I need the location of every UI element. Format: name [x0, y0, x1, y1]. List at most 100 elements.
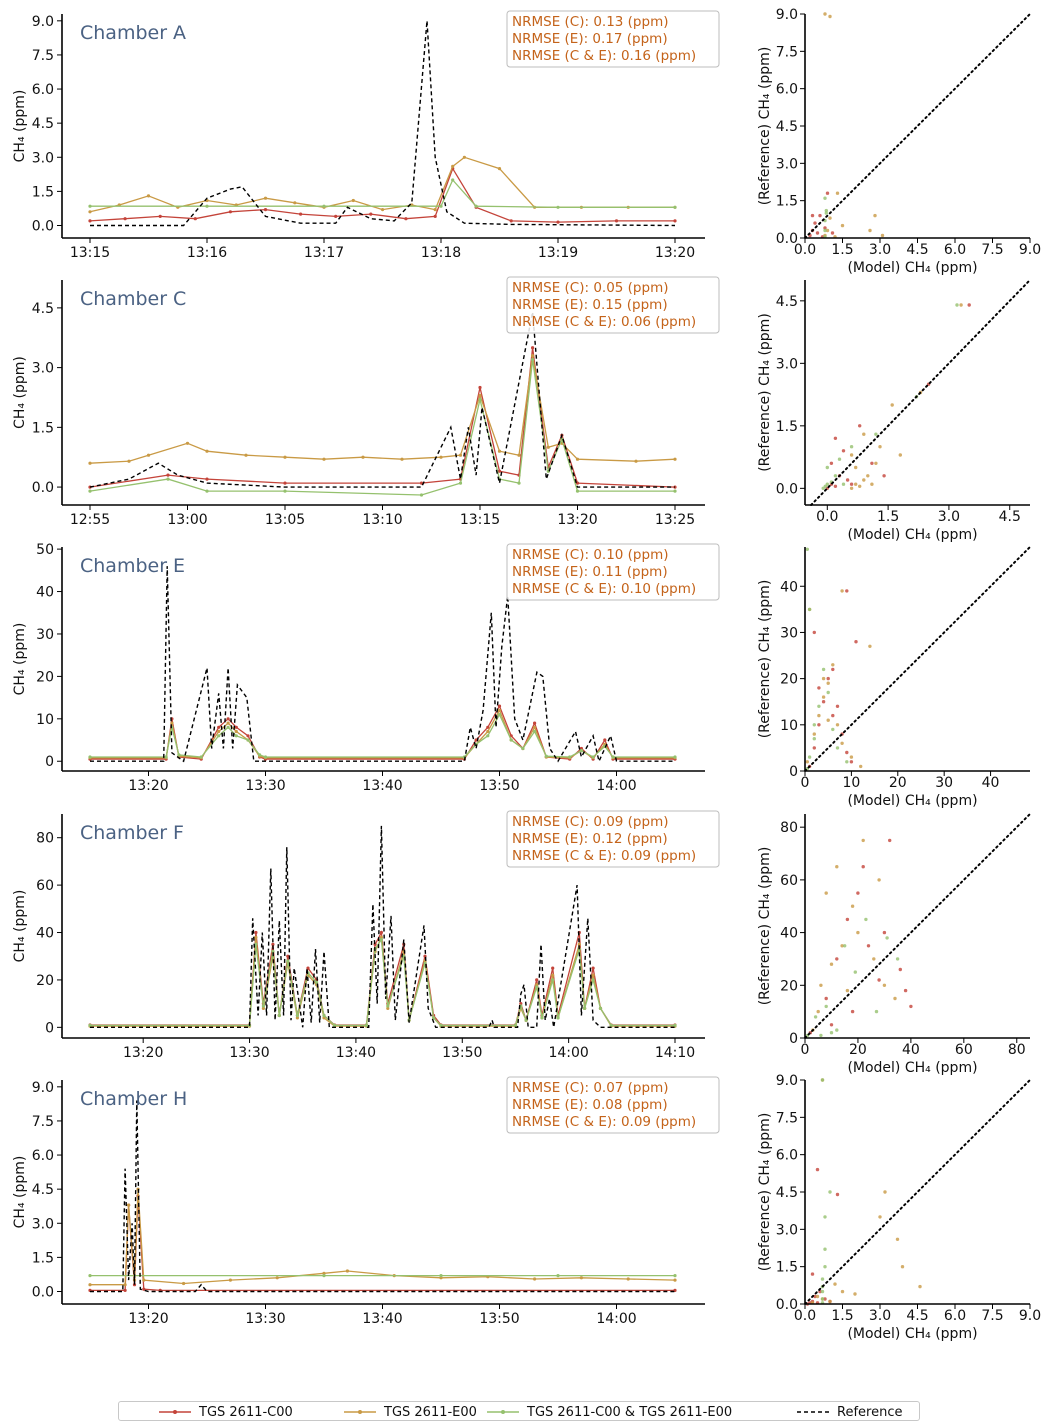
y-tick-label: 10	[36, 712, 54, 728]
scatter-point	[845, 988, 850, 993]
y-tick-label: 3.0	[32, 150, 54, 166]
scatter-point	[819, 983, 823, 987]
scatter-point	[877, 878, 881, 882]
scatter-point	[833, 436, 838, 440]
scatter-point	[862, 432, 866, 436]
scatter-point	[853, 1292, 857, 1296]
series-marker	[275, 1276, 279, 1280]
series-marker	[217, 729, 221, 734]
x-tick-label: 1.5	[831, 242, 853, 258]
scatter-point	[880, 233, 885, 238]
scatter-panel-2: 00 10 10 20 20 30 30 40 40 (Model) CH₄ (ppm) (Refe…	[757, 546, 1031, 809]
x-tick-label: 13:05	[265, 512, 305, 528]
scatter-point	[866, 944, 871, 948]
nrmse-box	[506, 276, 720, 334]
y-tick-label: 7.5	[776, 44, 798, 60]
x-tick-label: 6.0	[944, 242, 966, 258]
series-marker	[579, 1276, 584, 1280]
scatter-point	[840, 741, 844, 745]
legend-swatch-e00	[344, 1410, 376, 1414]
scatter-point	[967, 303, 971, 307]
panel-title: Chamber H	[80, 1088, 187, 1110]
series-marker	[283, 481, 287, 485]
scatter-point	[845, 917, 850, 922]
x-tick-label: 0.0	[794, 242, 816, 258]
nrmse-label: NRMSE (C & E): 0.16 (ppm)	[512, 48, 696, 64]
y-tick-label: 40	[36, 585, 54, 601]
series-marker	[419, 493, 424, 497]
series-line-ce	[90, 713, 675, 758]
series-marker	[205, 489, 209, 493]
scatter-point	[856, 891, 860, 895]
y-tick-label: 30	[36, 627, 54, 643]
scatter-point	[810, 1272, 815, 1276]
scatter-point	[853, 970, 857, 974]
x-axis-label: (Model) CH₄ (ppm)	[847, 527, 977, 543]
nrmse-label: NRMSE (E): 0.12 (ppm)	[512, 831, 668, 847]
scatter-point	[823, 1247, 827, 1251]
series-marker	[432, 1016, 436, 1020]
y-tick-label: 80	[780, 820, 798, 836]
y-tick-label: 0	[45, 1020, 54, 1036]
y-tick-label: 0.0	[776, 231, 798, 247]
scatter-point	[918, 1284, 922, 1289]
scatter-point	[868, 644, 872, 648]
scatter-point	[826, 676, 830, 681]
scatter-point	[824, 891, 828, 895]
scatter-point	[821, 667, 826, 672]
series-marker	[614, 219, 619, 223]
series-marker	[283, 455, 287, 459]
scatter-point	[815, 231, 820, 235]
scatter-point	[817, 713, 821, 718]
scatter-point	[829, 962, 834, 966]
scatter-point	[864, 917, 868, 922]
series-marker	[166, 473, 170, 477]
legend: TGS 2611-C00 TGS 2611-E00 TGS 2611-C00 &…	[118, 1401, 920, 1421]
series-marker	[486, 729, 490, 734]
x-tick-label: 4.5	[906, 1308, 928, 1324]
scatter-point	[823, 12, 827, 16]
x-tick-label: 0	[801, 775, 810, 791]
scatter-point	[862, 478, 866, 482]
series-marker	[88, 755, 92, 759]
series-marker	[322, 204, 326, 208]
scatter-point	[893, 996, 897, 1001]
panel-title: Chamber E	[80, 555, 185, 577]
identity-line	[804, 1079, 1031, 1305]
series-marker	[185, 441, 190, 445]
scatter-point	[830, 231, 835, 235]
y-tick-label: 20	[36, 973, 54, 989]
y-tick-label: 80	[36, 831, 54, 847]
x-tick-label: 10	[842, 775, 860, 791]
y-tick-label: 0	[45, 754, 54, 770]
scatter-point	[820, 1277, 825, 1281]
scatter-point	[831, 713, 835, 718]
series-marker	[306, 966, 310, 970]
scatter-point	[840, 944, 844, 948]
series-marker	[433, 214, 437, 218]
y-tick-label: 20	[780, 978, 798, 994]
y-tick-label: 40	[780, 926, 798, 942]
series-marker	[244, 453, 248, 457]
scatter-point	[840, 223, 845, 228]
scatter-point	[895, 957, 900, 961]
scatter-point	[821, 676, 826, 681]
y-axis-label: (Reference) CH₄ (ppm)	[757, 47, 773, 206]
scatter-point	[882, 930, 887, 935]
x-tick-label: 7.5	[981, 242, 1003, 258]
scatter-point	[820, 1289, 825, 1294]
y-tick-label: 60	[36, 878, 54, 894]
scatter-point	[872, 957, 876, 961]
series-marker	[535, 978, 539, 982]
scatter-point	[829, 461, 834, 465]
y-tick-label: 7.5	[32, 1114, 54, 1130]
x-tick-label: 13:18	[421, 245, 461, 261]
x-tick-label: 13:30	[245, 778, 285, 794]
x-tick-label: 13:20	[128, 1311, 168, 1327]
x-tick-label: 13:30	[245, 1311, 285, 1327]
scatter-point	[850, 904, 855, 908]
x-tick-label: 13:50	[442, 1045, 482, 1061]
series-marker	[673, 489, 677, 493]
series-marker	[439, 204, 443, 208]
y-tick-label: 9.0	[776, 7, 798, 23]
